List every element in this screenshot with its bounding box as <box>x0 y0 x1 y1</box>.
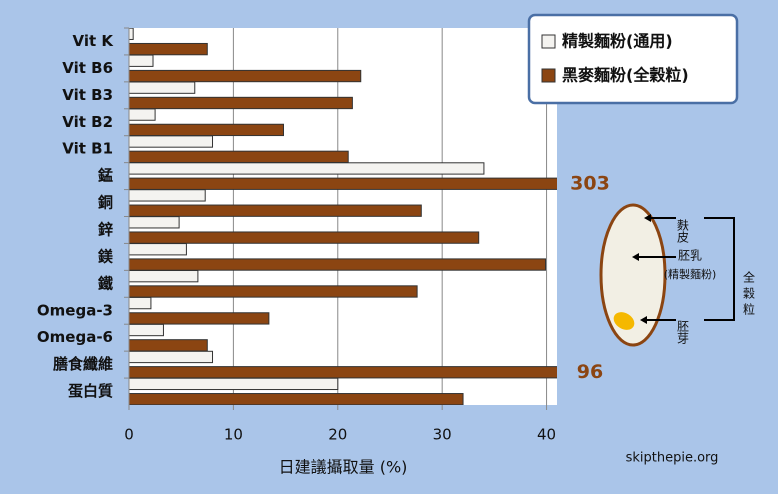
y-tick-label: 鐵 <box>98 274 113 292</box>
bar <box>129 54 154 67</box>
value-label: 96 <box>577 361 603 383</box>
y-tick-label: 鎂 <box>98 247 113 265</box>
x-tick-label: 20 <box>328 426 347 444</box>
bar <box>129 339 208 352</box>
y-tick-label: Vit B2 <box>62 113 113 131</box>
bar <box>129 189 206 202</box>
legend-box <box>527 13 739 105</box>
source: skipthepie.org <box>626 451 719 466</box>
bar <box>129 96 353 110</box>
x-tick-label: 10 <box>224 426 243 444</box>
y-tick-label: Omega-3 <box>37 301 113 319</box>
legend-label: 黑麥麵粉(全穀粒) <box>562 66 689 85</box>
bar <box>129 377 339 391</box>
arrowhead <box>644 214 651 222</box>
bar <box>129 216 180 229</box>
germ-shape <box>613 312 635 330</box>
legend-label: 精製麵粉(通用) <box>562 32 673 51</box>
whole-label: 全穀粒 <box>742 270 756 319</box>
bran-label: 麩皮 <box>676 219 690 244</box>
bar <box>129 177 557 190</box>
arrowhead <box>640 316 647 324</box>
x-tick-label: 40 <box>537 426 556 444</box>
legend-swatch <box>541 34 556 49</box>
y-tick-label: 錳 <box>98 167 113 185</box>
bar <box>129 312 270 325</box>
bar <box>129 69 362 83</box>
bar <box>129 270 199 283</box>
bar <box>129 323 164 337</box>
x-axis-label: 日建議攝取量 (%) <box>279 458 408 477</box>
bar <box>129 150 349 163</box>
bar <box>129 108 156 121</box>
bar <box>129 135 214 148</box>
arrowhead <box>632 253 639 261</box>
y-tick-label: Vit B1 <box>62 140 113 158</box>
x-tick-label: 0 <box>124 426 134 444</box>
bar <box>129 296 152 310</box>
y-tick-label: 銅 <box>98 194 113 212</box>
y-tick-label: 鋅 <box>98 220 113 238</box>
bar <box>129 258 547 271</box>
y-tick-label: Vit B3 <box>62 86 113 104</box>
legend-swatch <box>541 68 556 83</box>
grain-diagram: 麩皮 胚乳 (精製麵粉) 胚芽 全穀粒 <box>599 203 756 347</box>
endosperm-note: (精製麵粉) <box>664 267 717 281</box>
legend: 精製麵粉(通用) 黑麥麵粉(全穀粒) <box>527 13 739 105</box>
bar <box>129 28 134 40</box>
bar <box>129 366 557 379</box>
y-tick-label: 蛋白質 <box>68 382 113 400</box>
bar <box>129 162 485 175</box>
bar <box>129 350 214 364</box>
x-tick-label: 30 <box>433 426 452 444</box>
bar <box>129 231 480 244</box>
bar <box>129 204 422 217</box>
value-label: 303 <box>570 172 610 194</box>
bar <box>129 81 196 94</box>
y-tick-label: 膳食纖維 <box>53 355 113 373</box>
bar <box>129 243 187 256</box>
germ-label: 胚芽 <box>676 320 690 344</box>
bar <box>129 123 284 137</box>
y-tick-label: Omega-6 <box>37 328 113 346</box>
y-tick-label: Vit B6 <box>62 59 113 77</box>
bar <box>129 285 418 298</box>
bar <box>129 393 464 405</box>
grain <box>599 203 667 347</box>
bracket <box>704 217 735 321</box>
bar <box>129 42 208 56</box>
endosperm-label: 胚乳 <box>678 249 702 263</box>
y-tick-label: Vit K <box>72 32 114 50</box>
